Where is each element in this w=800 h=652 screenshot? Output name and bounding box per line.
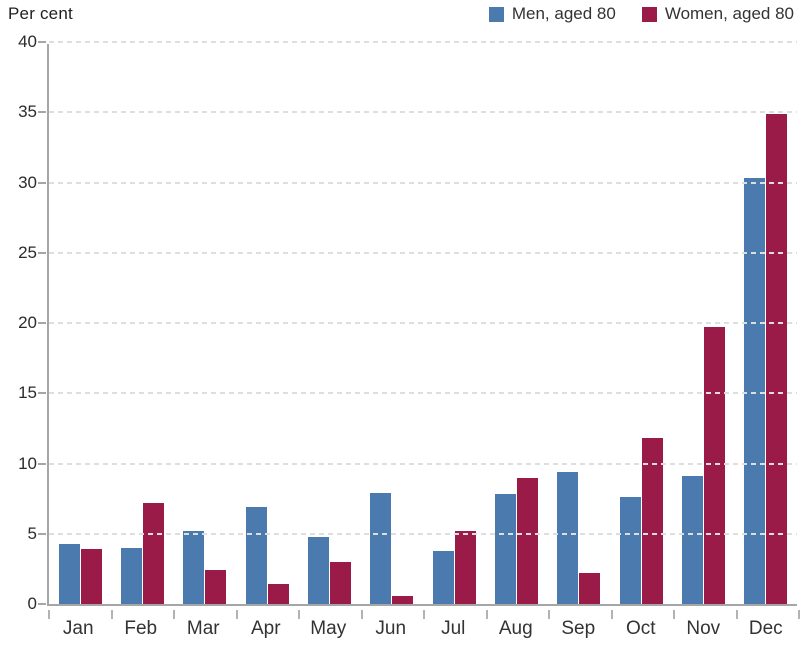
bar-group-feb <box>111 44 173 604</box>
x-tick-11 <box>735 610 738 619</box>
y-tick-30 <box>38 181 46 184</box>
bar-men-sep <box>557 471 579 604</box>
legend-label-women: Women, aged 80 <box>664 4 794 23</box>
y-tick-label-0: 0 <box>27 594 37 613</box>
x-label-nov: Nov <box>686 618 721 639</box>
bar-series <box>49 44 797 604</box>
y-tick-label-10: 10 <box>18 453 37 473</box>
y-tick-25 <box>38 251 46 254</box>
y-tick-label-25: 25 <box>18 242 37 262</box>
y-axis-title: Per cent <box>8 4 73 23</box>
x-label-oct: Oct <box>625 618 656 639</box>
x-tick-1 <box>110 610 113 619</box>
bar-group-dec <box>735 44 797 604</box>
bar-group-jun <box>361 44 423 604</box>
bar-group-aug <box>485 44 547 604</box>
bar-group-mar <box>174 44 236 604</box>
bar-group-nov <box>672 44 734 604</box>
bar-group-jan <box>49 44 111 604</box>
x-tick-6 <box>423 610 425 619</box>
bar-women-sep <box>579 573 601 604</box>
x-label-apr: Apr <box>250 618 281 639</box>
x-tick-9 <box>610 610 613 619</box>
legend-item-women: Women, aged 80 <box>641 4 794 24</box>
bar-men-jun <box>370 493 392 604</box>
x-tick-8 <box>548 610 550 619</box>
x-label-jun: Jun <box>375 618 407 639</box>
bar-men-dec <box>744 178 766 604</box>
x-label-feb: Feb <box>124 618 158 639</box>
legend-label-men: Men, aged 80 <box>511 4 616 23</box>
x-axis-labels: Jan Feb Mar Apr May Jun Jul Aug Sep Oct Nov Dec <box>47 618 797 640</box>
bar-group-apr <box>236 44 298 604</box>
chart-header: Per cent Men, aged 80 Women, aged 80 <box>8 4 794 24</box>
y-tick-label-40: 40 <box>18 32 37 51</box>
bar-women-apr <box>267 584 289 604</box>
x-label-jul: Jul <box>441 618 466 639</box>
bar-group-may <box>298 44 360 604</box>
x-tick-10 <box>673 610 675 619</box>
bar-women-feb <box>142 502 164 604</box>
x-tick-3 <box>235 610 238 619</box>
y-tick-15 <box>38 392 46 395</box>
gridline-40 <box>49 41 797 43</box>
bar-women-jan <box>80 549 102 604</box>
bar-group-sep <box>548 44 610 604</box>
bar-women-jul <box>454 530 476 604</box>
x-tick-4 <box>298 610 300 619</box>
bar-men-jul <box>432 550 454 604</box>
bar-men-aug <box>494 494 516 604</box>
x-label-mar: Mar <box>186 618 220 639</box>
bar-men-feb <box>120 547 142 604</box>
y-tick-20 <box>38 322 46 324</box>
plot-area: 0 5 10 15 20 25 30 35 40 <box>18 32 800 619</box>
bar-group-jul <box>423 44 485 604</box>
legend-item-men: Men, aged 80 <box>488 4 616 24</box>
bar-men-mar <box>183 530 205 604</box>
bar-men-may <box>307 536 329 604</box>
x-label-dec: Dec <box>748 618 783 639</box>
x-tick-7 <box>485 610 488 619</box>
y-tick-5 <box>38 532 46 535</box>
bar-women-nov <box>703 327 725 604</box>
bar-women-mar <box>205 570 227 604</box>
x-label-aug: Aug <box>498 618 533 639</box>
bar-group-oct <box>610 44 672 604</box>
y-tick-label-30: 30 <box>18 172 37 192</box>
legend: Men, aged 80 Women, aged 80 <box>488 4 794 24</box>
bar-men-jan <box>58 543 80 604</box>
bar-men-nov <box>681 476 703 604</box>
x-tick-0 <box>48 610 50 619</box>
x-label-sep: Sep <box>561 618 596 639</box>
y-tick-label-5: 5 <box>27 523 37 543</box>
bar-women-dec <box>766 113 788 604</box>
y-tick-label-35: 35 <box>18 102 37 122</box>
legend-swatch-women <box>641 6 657 22</box>
x-tick-5 <box>360 610 363 619</box>
y-tick-label-15: 15 <box>18 383 37 403</box>
y-tick-40 <box>38 41 46 43</box>
bar-men-apr <box>245 507 267 604</box>
y-tick-35 <box>38 111 46 114</box>
y-tick-label-20: 20 <box>18 313 37 332</box>
bar-women-may <box>329 561 351 604</box>
x-tick-12 <box>798 610 800 619</box>
x-label-may: May <box>310 618 347 639</box>
x-tick-2 <box>173 610 175 619</box>
x-label-jan: Jan <box>62 618 94 639</box>
bar-men-oct <box>619 497 641 604</box>
legend-swatch-men <box>488 6 504 22</box>
bar-women-oct <box>641 438 663 604</box>
y-tick-10 <box>38 462 46 465</box>
bar-women-jun <box>392 595 414 604</box>
bar-women-aug <box>516 477 538 604</box>
y-tick-0 <box>38 603 46 605</box>
